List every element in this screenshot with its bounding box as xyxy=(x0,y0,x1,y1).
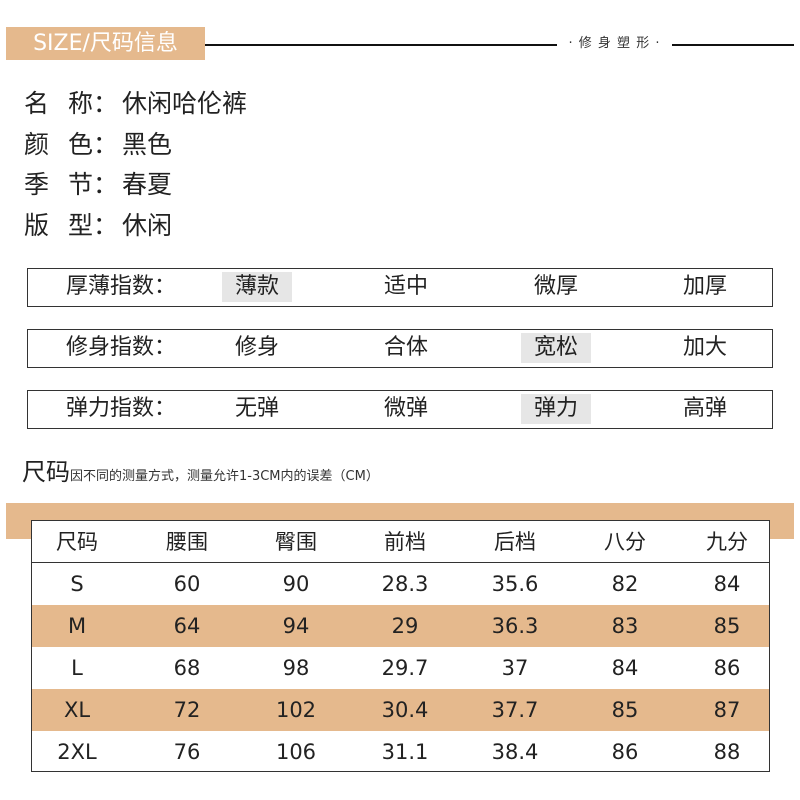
table-cell: 84 xyxy=(713,572,741,596)
index-option-selected: 弹力 xyxy=(521,394,591,424)
table-cell: 86 xyxy=(611,740,639,764)
table-cell: 72 xyxy=(173,698,201,722)
table-cell: 106 xyxy=(275,740,317,764)
header-divider-right xyxy=(672,44,794,46)
table-cell: 87 xyxy=(713,698,741,722)
fit-index-box: 修身指数： 修身 合体 宽松 加大 xyxy=(27,329,773,368)
index-label: 修身指数： xyxy=(66,335,177,360)
table-header-cell: 八分 xyxy=(604,530,646,554)
table-cell: 36.3 xyxy=(491,614,539,638)
table-cell: 37.7 xyxy=(491,698,539,722)
table-cell: 94 xyxy=(282,614,310,638)
table-cell: 83 xyxy=(611,614,639,638)
table-row: L 68 98 29.7 37 84 86 xyxy=(32,647,769,689)
table-cell: 64 xyxy=(173,614,201,638)
table-cell: 82 xyxy=(611,572,639,596)
table-cell: 85 xyxy=(611,698,639,722)
info-key-char: 节： xyxy=(68,170,119,199)
table-cell: 37 xyxy=(501,656,529,680)
info-key-char: 型： xyxy=(68,210,119,240)
table-row: XL 72 102 30.4 37.7 85 87 xyxy=(32,689,769,731)
table-cell: 29.7 xyxy=(381,656,429,680)
table-header-cell: 臀围 xyxy=(275,530,317,554)
table-cell: 35.6 xyxy=(491,572,539,596)
info-row-name: 名称： 休闲哈伦裤 xyxy=(24,84,247,125)
info-key-char: 名 xyxy=(24,89,50,118)
info-row-color: 颜色： 黑色 xyxy=(24,125,247,166)
elasticity-index-box: 弹力指数： 无弹 微弹 弹力 高弹 xyxy=(27,390,773,429)
index-option: 适中 xyxy=(383,274,428,299)
index-option: 微厚 xyxy=(533,274,578,299)
table-cell: 86 xyxy=(713,656,741,680)
info-value: 春夏 xyxy=(122,170,173,199)
info-key-char: 季 xyxy=(24,170,50,199)
index-option-selected: 薄款 xyxy=(222,272,292,302)
product-info-list: 名称： 休闲哈伦裤 颜色： 黑色 季节： 春夏 版型： 休闲 xyxy=(24,84,247,246)
section-title-badge: SIZE/尺码信息 xyxy=(6,27,205,60)
table-row: M 64 94 29 36.3 83 85 xyxy=(32,605,769,647)
table-cell: 60 xyxy=(173,572,201,596)
index-option: 无弹 xyxy=(234,396,279,421)
table-cell: 2XL xyxy=(57,740,97,764)
table-cell: 76 xyxy=(173,740,201,764)
table-row: S 60 90 28.3 35.6 82 84 xyxy=(32,563,769,605)
table-header-row: 尺码 腰围 臀围 前档 后档 八分 九分 xyxy=(32,521,769,563)
table-cell: 98 xyxy=(282,656,310,680)
table-cell: 30.4 xyxy=(381,698,429,722)
size-note-text: 因不同的测量方式，测量允许1-3CM内的误差（CM） xyxy=(70,469,379,484)
index-option: 修身 xyxy=(234,335,279,360)
index-label: 弹力指数： xyxy=(66,396,177,421)
table-cell: 90 xyxy=(282,572,310,596)
size-note: 尺码因不同的测量方式，测量允许1-3CM内的误差（CM） xyxy=(22,452,379,487)
table-cell: 68 xyxy=(173,656,201,680)
info-key-char: 颜 xyxy=(24,129,50,159)
index-option: 微弹 xyxy=(383,396,428,421)
info-value: 休闲哈伦裤 xyxy=(122,89,248,118)
info-key-char: 版 xyxy=(24,210,50,240)
info-value: 休闲 xyxy=(122,210,173,240)
header-divider-left xyxy=(205,44,557,46)
info-key-char: 色： xyxy=(68,129,119,159)
table-cell: 31.1 xyxy=(381,740,429,764)
size-table: 尺码 腰围 臀围 前档 后档 八分 九分 S 60 90 28.3 35.6 82 84 M 64 94 29 36… xyxy=(31,520,770,772)
header-tagline: · 修 身 塑 形 · xyxy=(568,36,661,51)
table-cell: 28.3 xyxy=(381,572,429,596)
table-cell: L xyxy=(71,656,83,680)
table-cell: 102 xyxy=(275,698,317,722)
table-header-cell: 尺码 xyxy=(56,530,98,554)
info-key-char: 称： xyxy=(68,89,119,118)
table-header-cell: 后档 xyxy=(494,530,536,554)
table-header-cell: 前档 xyxy=(384,530,426,554)
table-cell: M xyxy=(67,614,87,638)
table-header-cell: 腰围 xyxy=(166,530,208,554)
table-cell: 85 xyxy=(713,614,741,638)
size-note-title: 尺码 xyxy=(22,458,70,486)
info-row-season: 季节： 春夏 xyxy=(24,165,247,206)
table-cell: 29 xyxy=(391,614,419,638)
index-option: 加厚 xyxy=(682,274,727,299)
index-option-selected: 宽松 xyxy=(521,333,591,363)
table-cell: 38.4 xyxy=(491,740,539,764)
table-cell: 84 xyxy=(611,656,639,680)
table-cell: S xyxy=(70,572,84,596)
index-option: 加大 xyxy=(682,335,727,360)
table-header-cell: 九分 xyxy=(706,530,748,554)
info-row-fit: 版型： 休闲 xyxy=(24,206,247,247)
info-value: 黑色 xyxy=(122,129,173,159)
table-cell: 88 xyxy=(713,740,741,764)
table-row: 2XL 76 106 31.1 38.4 86 88 xyxy=(32,731,769,773)
index-label: 厚薄指数： xyxy=(66,274,177,299)
thickness-index-box: 厚薄指数： 薄款 适中 微厚 加厚 xyxy=(27,268,773,307)
index-option: 高弹 xyxy=(682,396,727,421)
table-cell: XL xyxy=(63,698,91,722)
index-option: 合体 xyxy=(383,335,428,360)
